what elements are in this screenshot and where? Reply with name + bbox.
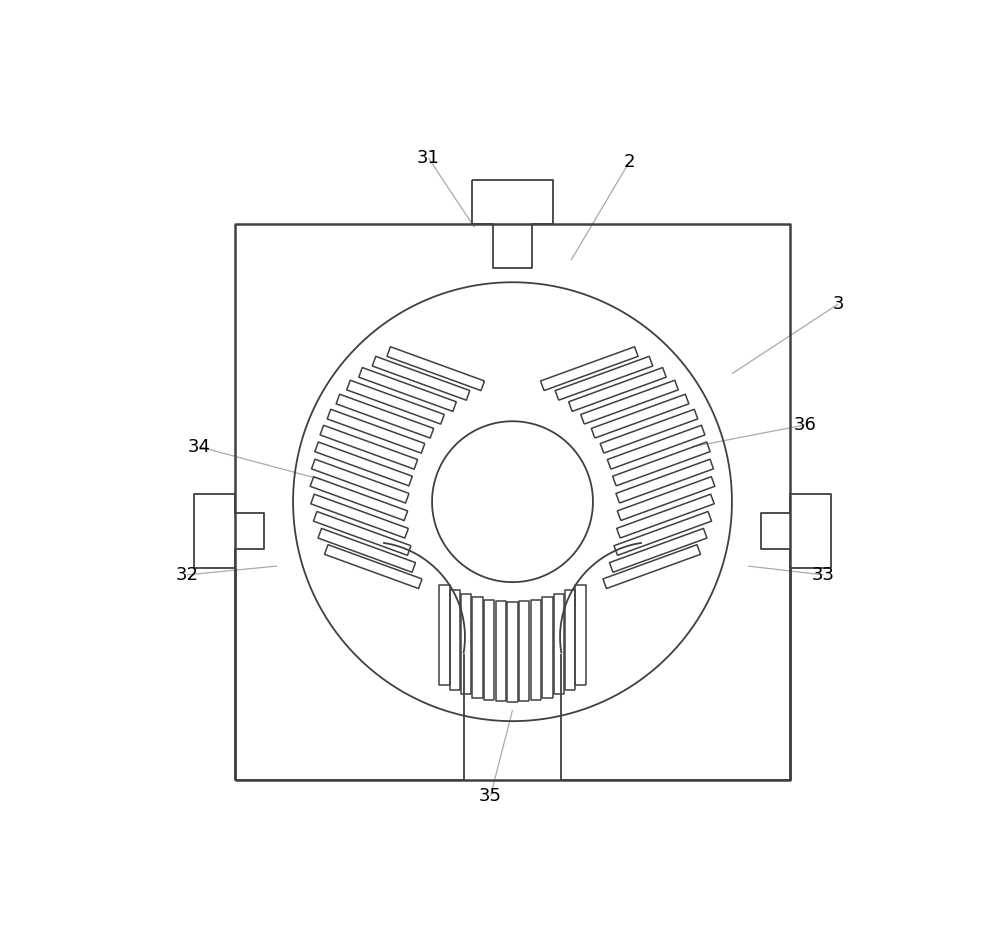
- Text: 2: 2: [624, 153, 635, 171]
- Text: 36: 36: [794, 416, 817, 434]
- Text: 31: 31: [417, 149, 440, 167]
- Text: 34: 34: [188, 438, 211, 456]
- Text: 33: 33: [812, 566, 835, 584]
- Text: 3: 3: [832, 295, 844, 314]
- Text: 32: 32: [175, 566, 198, 584]
- Text: 35: 35: [479, 787, 502, 805]
